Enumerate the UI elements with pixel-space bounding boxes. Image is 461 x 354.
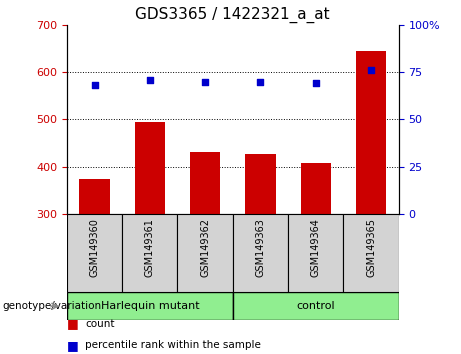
Bar xyxy=(79,179,110,214)
Text: GSM149364: GSM149364 xyxy=(311,218,321,277)
Text: genotype/variation: genotype/variation xyxy=(2,301,101,311)
Text: GSM149365: GSM149365 xyxy=(366,218,376,277)
Bar xyxy=(135,122,165,214)
Point xyxy=(146,77,154,82)
Text: control: control xyxy=(296,301,335,311)
Bar xyxy=(177,214,233,292)
Text: count: count xyxy=(85,319,115,329)
Point xyxy=(91,82,98,88)
Point xyxy=(367,67,375,73)
Bar xyxy=(233,214,288,292)
Point xyxy=(201,79,209,84)
Bar xyxy=(245,154,276,214)
Point xyxy=(257,79,264,84)
Text: GSM149363: GSM149363 xyxy=(255,218,266,277)
Bar xyxy=(233,292,399,320)
Text: GSM149362: GSM149362 xyxy=(200,218,210,277)
Bar xyxy=(301,163,331,214)
Bar xyxy=(67,292,233,320)
Bar xyxy=(67,214,122,292)
Title: GDS3365 / 1422321_a_at: GDS3365 / 1422321_a_at xyxy=(136,7,330,23)
Text: percentile rank within the sample: percentile rank within the sample xyxy=(85,340,261,350)
Bar xyxy=(190,152,220,214)
Text: GSM149361: GSM149361 xyxy=(145,218,155,277)
Text: Harlequin mutant: Harlequin mutant xyxy=(100,301,199,311)
Bar xyxy=(288,214,343,292)
Bar xyxy=(356,51,386,214)
Bar xyxy=(343,214,399,292)
Bar xyxy=(122,214,177,292)
Text: GSM149360: GSM149360 xyxy=(89,218,100,277)
Text: ■: ■ xyxy=(67,339,78,352)
Text: ■: ■ xyxy=(67,318,78,330)
Point xyxy=(312,81,319,86)
